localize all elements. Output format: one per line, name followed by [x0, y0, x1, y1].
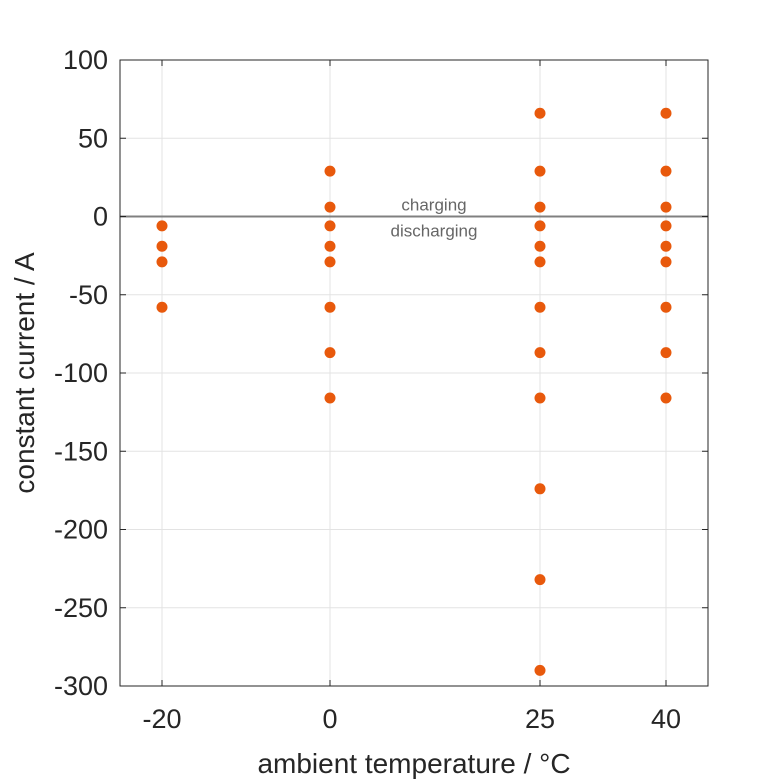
discharging-annotation: discharging [391, 222, 478, 241]
y-tick-label: 100 [63, 45, 108, 75]
grid [120, 59, 708, 687]
data-point [660, 392, 672, 404]
y-tick-label: -100 [54, 358, 108, 388]
data-point [534, 392, 546, 404]
data-point [660, 301, 672, 313]
x-tick-label: 25 [525, 704, 555, 734]
data-point [534, 240, 546, 252]
data-point [660, 107, 672, 119]
data-point [660, 201, 672, 213]
data-point [534, 201, 546, 213]
charging-annotation: charging [401, 196, 466, 215]
y-tick-label: -200 [54, 515, 108, 545]
data-point [156, 220, 168, 232]
data-point [324, 165, 336, 177]
data-point [156, 240, 168, 252]
x-tick-label: -20 [142, 704, 181, 734]
y-tick-label: -250 [54, 593, 108, 623]
y-axis-label: constant current / A [9, 252, 40, 494]
data-point [534, 256, 546, 268]
data-point [534, 347, 546, 359]
data-point [156, 301, 168, 313]
data-point [660, 240, 672, 252]
data-point [324, 201, 336, 213]
data-point [324, 347, 336, 359]
data-point [324, 392, 336, 404]
y-tick-label: 50 [78, 123, 108, 153]
data-point [534, 574, 546, 586]
data-points [156, 107, 672, 676]
y-tick-label: -300 [54, 671, 108, 701]
data-point [324, 220, 336, 232]
data-point [660, 165, 672, 177]
data-point [534, 301, 546, 313]
data-point [534, 483, 546, 495]
x-tick-label: 0 [322, 704, 337, 734]
data-point [660, 220, 672, 232]
y-tick-label: 0 [93, 202, 108, 232]
data-point [324, 240, 336, 252]
data-point [660, 347, 672, 359]
data-point [660, 256, 672, 268]
data-point [534, 165, 546, 177]
data-point [534, 664, 546, 676]
data-point [324, 301, 336, 313]
data-point [324, 256, 336, 268]
data-point [156, 256, 168, 268]
x-axis-label: ambient temperature / °C [257, 748, 570, 779]
data-point [534, 220, 546, 232]
y-tick-label: -150 [54, 436, 108, 466]
y-tick-label: -50 [69, 280, 108, 310]
data-point [534, 107, 546, 119]
x-tick-label: 40 [651, 704, 681, 734]
